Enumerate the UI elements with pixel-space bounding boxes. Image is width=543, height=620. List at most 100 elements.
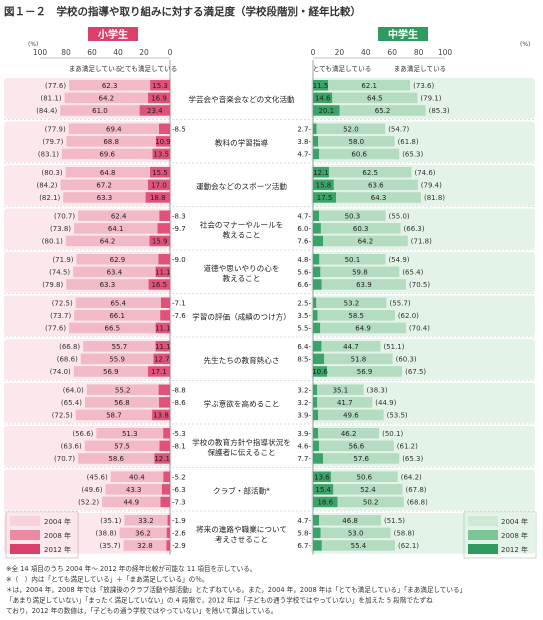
es-bar-some [110, 471, 164, 482]
es-bar-very [163, 428, 170, 439]
ms-label-some: 52.4 [360, 486, 376, 494]
ms-label-total: (74.6) [414, 169, 435, 177]
right-panel-label: 中学生 [388, 28, 418, 41]
right-tick-label: 20 [335, 48, 345, 57]
ms-bar-some [319, 254, 386, 265]
es-legend-label: 2012 年 [44, 545, 71, 554]
ms-label-total: (44.9) [375, 399, 396, 407]
es-bar-some [75, 409, 153, 421]
es-label-total: (74.5) [49, 268, 70, 276]
ms-label-very: 2.5- [297, 299, 311, 307]
es-bar-some [73, 266, 156, 278]
ms-bar-some [333, 484, 403, 495]
es-label-some: 64.8 [100, 169, 116, 177]
ms-label-total: (71.8) [411, 238, 432, 246]
ms-label-some: 50.3 [345, 212, 361, 220]
es-label-total: (71.9) [52, 256, 73, 264]
ms-label-total: (67.5) [405, 368, 426, 376]
es-bar-some [119, 527, 167, 539]
es-bar-very [160, 496, 170, 508]
ms-label-very: 6.7- [297, 542, 311, 550]
ms-label-very: 7.6- [297, 238, 311, 246]
ms-label-total: (67.8) [405, 486, 426, 494]
ms-bar-some [317, 397, 373, 408]
es-bar-very [166, 540, 170, 551]
ms-bar-very [313, 310, 318, 321]
es-label-very: 12.7 [154, 355, 170, 363]
es-label-some: 33.2 [138, 517, 154, 525]
es-bar-very [147, 366, 170, 377]
item-label: 学習の評価（成績のつけ方） [192, 311, 291, 321]
ms-label-some: 64.3 [371, 194, 387, 202]
footnote-line: ＊は，2004 年，2008 年では「放課後のクラブ活動や部活動」とたずねている… [6, 585, 466, 594]
es-bar-very [155, 266, 170, 278]
es-label-very: -9.0 [172, 256, 186, 264]
es-label-some: 51.3 [122, 430, 138, 438]
ms-label-some: 44.7 [343, 343, 359, 351]
ms-bar-some [319, 440, 394, 452]
ms-label-very: 20.1 [318, 107, 334, 115]
ms-label-total: (68.8) [407, 499, 428, 507]
es-label-very: 13.8 [153, 412, 169, 420]
es-label-very: -1.9 [172, 517, 186, 525]
es-legend-swatch [10, 516, 40, 526]
right-tick-label: 80 [414, 48, 424, 57]
ms-label-very: 15.8 [316, 181, 332, 189]
es-bar-very [139, 105, 170, 116]
ms-label-very: 3.8- [297, 138, 311, 146]
left-tick-label: 100 [33, 48, 48, 57]
ms-label-some: 60.3 [353, 225, 369, 233]
ms-label-total: (38.3) [367, 386, 388, 394]
ms-label-some: 56.6 [349, 442, 365, 450]
es-label-some: 64.1 [108, 225, 124, 233]
ms-label-total: (70.5) [409, 281, 430, 289]
right-axis-unit: (%) [520, 41, 530, 48]
es-label-very: -8.3 [172, 212, 186, 220]
item-labels: 学芸会や音楽会などの文化活動教科の学習指導運動会などのスポーツ活動社会のマナーや… [188, 94, 295, 544]
item-label: 教科の学習指導 [215, 137, 269, 147]
ms-label-some: 60.6 [351, 151, 367, 159]
ms-bar-some [321, 341, 381, 352]
ms-label-total: (70.4) [409, 325, 430, 333]
es-label-total: (64.0) [63, 386, 84, 394]
es-bar-some [102, 496, 161, 508]
ms-bar-some [320, 266, 400, 278]
ms-label-very: 8.5- [297, 355, 311, 363]
es-label-some: 62.3 [102, 82, 118, 90]
es-bar-some [63, 192, 146, 203]
ms-bar-very [313, 279, 322, 290]
ms-bar-very [313, 353, 325, 365]
left-panel-label: 小学生 [97, 28, 128, 41]
es-label-very: 15.9 [152, 238, 168, 246]
ms-label-very: 14.6 [315, 94, 331, 102]
es-bar-very [158, 384, 170, 395]
ms-bar-some [337, 496, 404, 508]
item-label: 学芸会や音楽会などの文化活動 [188, 94, 295, 104]
ms-bar-very [313, 92, 333, 104]
es-label-total: (84.4) [36, 107, 57, 115]
es-bar-very [167, 515, 170, 526]
ms-label-very: 4.7- [297, 212, 311, 220]
ms-label-total: (79.4) [421, 181, 442, 189]
es-label-very: -2.9 [172, 542, 186, 550]
ms-label-total: (73.6) [413, 82, 434, 90]
right-tick-label: 60 [387, 48, 397, 57]
ms-bar-very [313, 148, 320, 160]
es-bar-some [86, 384, 159, 395]
es-label-some: 58.6 [108, 455, 124, 463]
es-label-very: 16.9 [151, 94, 167, 102]
es-bar-very [153, 353, 170, 365]
es-label-very: 13.5 [153, 151, 169, 159]
ms-label-some: 63.6 [368, 181, 384, 189]
es-label-some: 58.7 [106, 412, 122, 420]
ms-label-very: 15.4 [315, 486, 331, 494]
ms-label-some: 52.0 [343, 125, 359, 133]
footnote-line: ており，2012 年の数値は，「子どもの通う学校ではやっていない」を除いて算出し… [6, 606, 277, 615]
ms-legend-label: 2008 年 [501, 531, 528, 540]
ms-bar-very [313, 254, 320, 265]
es-label-some: 61.0 [92, 107, 108, 115]
es-bar-very [158, 254, 170, 265]
es-bar-very [149, 235, 170, 247]
es-label-total: (81.1) [41, 94, 62, 102]
